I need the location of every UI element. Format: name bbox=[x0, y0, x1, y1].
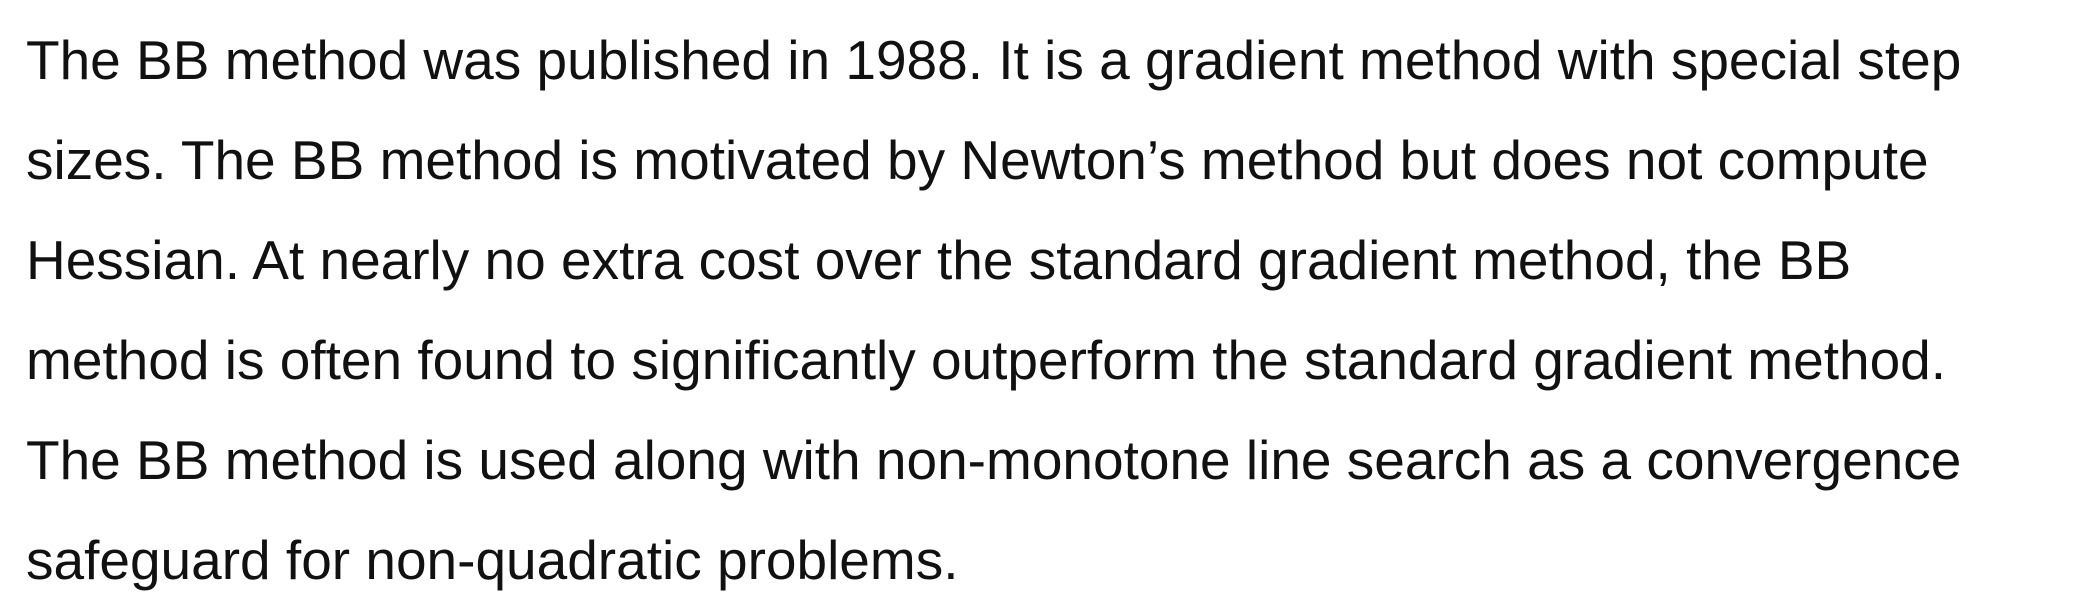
paragraph-line-6: safeguard for non-quadratic problems. bbox=[26, 529, 959, 591]
paragraph-line-1: The BB method was published in 1988. It … bbox=[26, 29, 1962, 91]
paragraph-line-2: sizes. The BB method is motivated by New… bbox=[26, 129, 1929, 191]
paragraph-line-4: method is often found to significantly o… bbox=[26, 329, 1947, 391]
paragraph-line-3: Hessian. At nearly no extra cost over th… bbox=[26, 229, 1852, 291]
document-paragraph: The BB method was published in 1988. It … bbox=[26, 10, 2076, 610]
paragraph-line-5: The BB method is used along with non-mon… bbox=[26, 429, 1962, 491]
